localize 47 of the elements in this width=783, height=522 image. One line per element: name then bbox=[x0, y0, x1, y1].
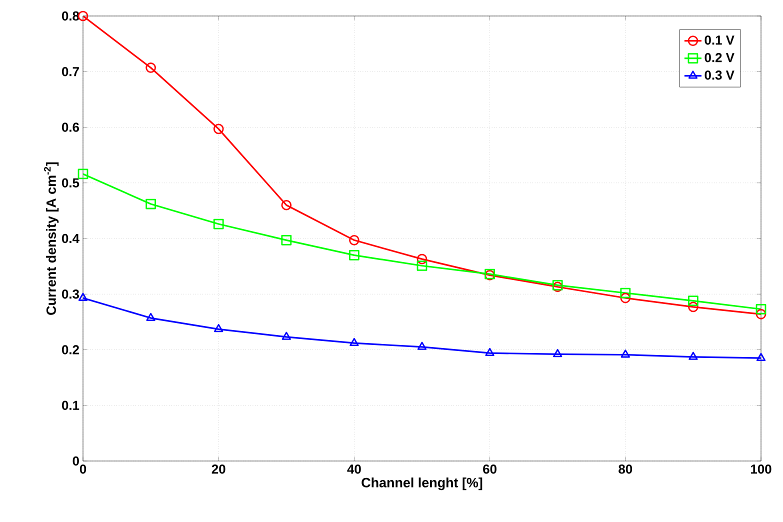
x-tick-label: 100 bbox=[751, 464, 772, 474]
point bbox=[213, 218, 224, 230]
point bbox=[688, 302, 698, 312]
x-tick-label: 80 bbox=[618, 464, 632, 474]
point bbox=[416, 260, 428, 271]
point bbox=[281, 200, 292, 210]
x-tick-label: 60 bbox=[483, 464, 496, 474]
point bbox=[214, 324, 224, 332]
point bbox=[620, 292, 631, 304]
point bbox=[213, 124, 224, 134]
point bbox=[281, 234, 292, 246]
x-tick-label: 20 bbox=[212, 464, 226, 474]
x-axis-title: Channel lenght [%] bbox=[362, 478, 482, 490]
y-tick-label: 0.7 bbox=[62, 67, 79, 76]
y-tick-label: 0.3 bbox=[62, 290, 80, 299]
y-tick-label: 0.6 bbox=[62, 122, 80, 132]
point bbox=[688, 352, 698, 360]
point bbox=[146, 62, 156, 73]
y-axis-title: Current density [A cm$^{-2}$] bbox=[44, 162, 59, 315]
legend-label: 0.1 V bbox=[704, 36, 734, 45]
point bbox=[146, 312, 156, 321]
x-tick-label: 40 bbox=[347, 464, 361, 474]
point bbox=[146, 198, 156, 210]
point bbox=[485, 348, 494, 356]
y-tick-label: 0.1 bbox=[62, 400, 80, 410]
point bbox=[756, 308, 766, 320]
legend-label: 0.2 V bbox=[704, 53, 734, 62]
point bbox=[349, 234, 360, 246]
y-tick-label: 0 bbox=[72, 456, 79, 466]
x-tick-label: 0 bbox=[80, 464, 86, 474]
y-tick-label: 0.2 bbox=[62, 345, 79, 354]
point bbox=[416, 254, 428, 264]
point bbox=[350, 338, 359, 346]
point bbox=[417, 342, 427, 350]
y-tick-label: 0.5 bbox=[62, 178, 80, 188]
point bbox=[620, 288, 631, 298]
point bbox=[688, 296, 698, 306]
point bbox=[282, 332, 291, 340]
point bbox=[78, 292, 88, 301]
point bbox=[756, 352, 766, 362]
point bbox=[756, 304, 766, 314]
point bbox=[349, 250, 360, 260]
legend-label: 0.3 V bbox=[704, 70, 734, 80]
y-tick-label: 0.4 bbox=[62, 234, 80, 244]
point bbox=[620, 350, 630, 358]
point bbox=[78, 168, 88, 180]
point bbox=[553, 349, 562, 358]
